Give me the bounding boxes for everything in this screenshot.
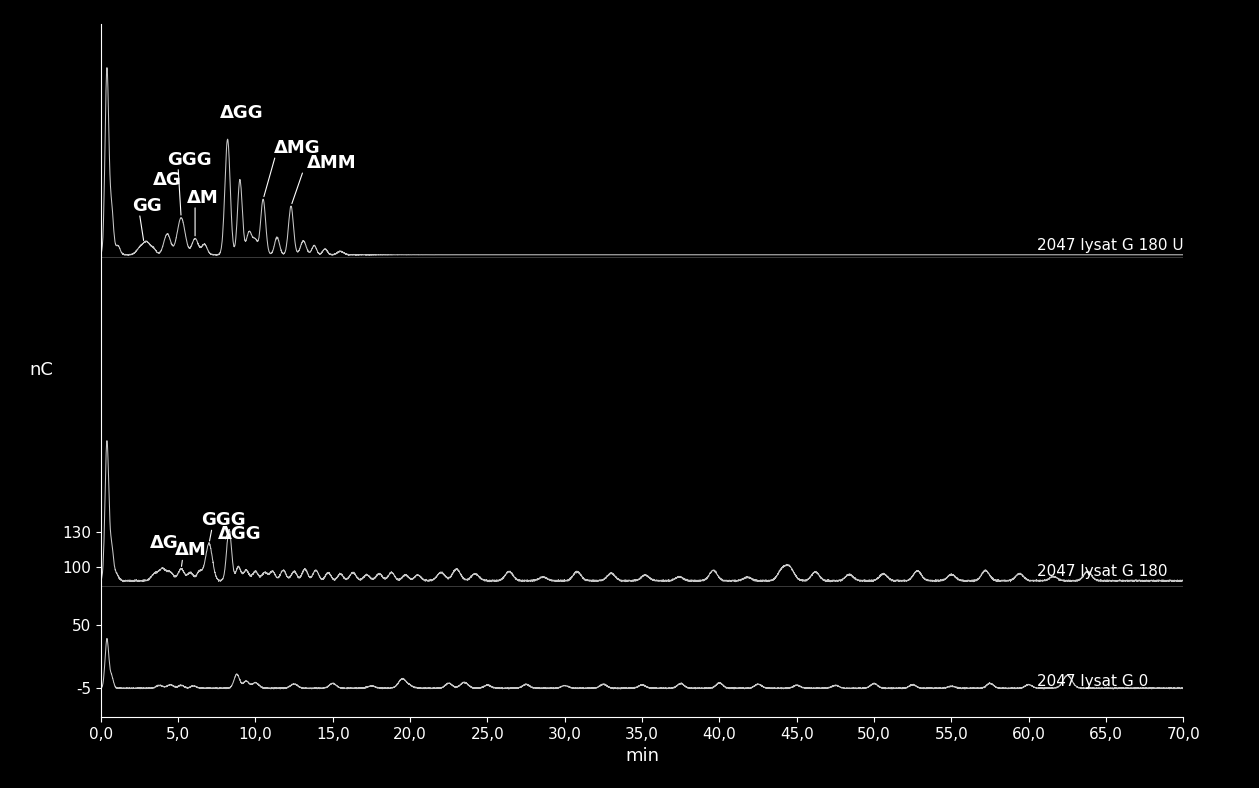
Text: ΔG: ΔG bbox=[150, 534, 179, 552]
Text: ΔG: ΔG bbox=[154, 172, 183, 189]
Y-axis label: nC: nC bbox=[29, 362, 53, 379]
Text: ΔM: ΔM bbox=[188, 189, 219, 206]
Text: ΔMG: ΔMG bbox=[274, 139, 321, 157]
Text: GGG: GGG bbox=[167, 151, 212, 169]
Text: ΔGG: ΔGG bbox=[220, 105, 263, 122]
Text: ΔGG: ΔGG bbox=[218, 525, 262, 543]
Text: 2047 lysat G 0: 2047 lysat G 0 bbox=[1036, 674, 1148, 689]
Text: GG: GG bbox=[132, 197, 161, 215]
X-axis label: min: min bbox=[624, 747, 660, 765]
Text: GGG: GGG bbox=[201, 511, 246, 530]
Text: 2047 lysat G 180 U: 2047 lysat G 180 U bbox=[1036, 238, 1183, 253]
Text: ΔMM: ΔMM bbox=[306, 154, 356, 172]
Text: 2047 lysat G 180: 2047 lysat G 180 bbox=[1036, 564, 1167, 579]
Text: ΔM: ΔM bbox=[175, 541, 206, 559]
